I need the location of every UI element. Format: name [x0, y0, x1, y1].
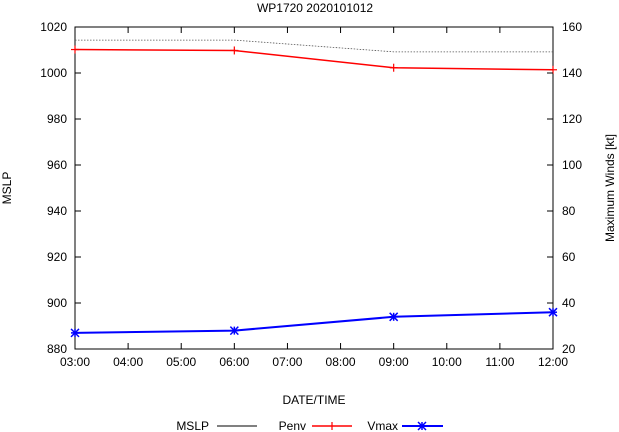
legend: MSLP Penv Vmax: [176, 419, 443, 432]
plot-area: [74, 26, 554, 350]
x-tick-label: 04:00: [113, 355, 143, 369]
marker-star-d2: [70, 328, 80, 338]
y-left-tick-label: 980: [47, 112, 67, 126]
series-line-penv: [74, 48, 554, 71]
x-tick-label: 07:00: [272, 355, 302, 369]
marker-star-d2: [389, 312, 399, 322]
y-left-tick-label: 920: [47, 250, 67, 264]
x-tick-label: 05:00: [166, 355, 196, 369]
x-tick-label: 12:00: [538, 355, 568, 369]
y-right-tick-label: 60: [562, 250, 576, 264]
y-right-tick-label: 100: [562, 158, 582, 172]
y-left-tick-label: 940: [47, 204, 67, 218]
y-left-tick-label: 1000: [40, 66, 67, 80]
tick-layer: 03:00 04:00 05:00 06:00 07:00 08:00 09:00 10:00…: [40, 20, 582, 369]
y-right-tick-label: 140: [562, 66, 582, 80]
series-line-vmax: [74, 311, 554, 334]
y-right-tick-label: 20: [562, 342, 576, 356]
y-axis-left-label: MSLP: [0, 172, 14, 205]
x-axis-label: DATE/TIME: [282, 393, 345, 407]
point-penv: [71, 45, 79, 54]
legend-marker-vmax-d2: [417, 421, 427, 431]
marker-star-d2: [229, 326, 239, 336]
point-vmax: [389, 312, 399, 322]
legend-label-vmax: Vmax: [367, 419, 398, 432]
y-left-tick-label: 960: [47, 158, 67, 172]
legend-label-mslp: MSLP: [176, 419, 209, 432]
point-vmax: [548, 307, 558, 317]
x-tick-label: 03:00: [60, 355, 90, 369]
y-left-tick-label: 880: [47, 342, 67, 356]
x-tick-label: 10:00: [432, 355, 462, 369]
x-tick-label: 06:00: [219, 355, 249, 369]
x-tick-label: 09:00: [379, 355, 409, 369]
legend-label-penv: Penv: [279, 419, 306, 432]
y-left-tick-label: 900: [47, 296, 67, 310]
x-tick-label: 11:00: [485, 355, 514, 369]
series-layer: [70, 39, 558, 338]
y-left-tick-label: 1020: [40, 20, 67, 34]
x-tick-label: 08:00: [326, 355, 356, 369]
y-right-tick-label: 40: [562, 296, 576, 310]
marker-star-d2: [548, 307, 558, 317]
point-vmax: [229, 326, 239, 336]
point-penv: [230, 46, 239, 55]
chart-title: WP1720 2020101012: [257, 1, 373, 15]
point-penv: [549, 65, 557, 74]
y-axis-right-label: Maximum Winds [kt]: [603, 134, 617, 242]
y-right-tick-label: 120: [562, 112, 582, 126]
point-vmax: [70, 328, 80, 338]
point-penv: [389, 63, 398, 72]
y-right-tick-label: 80: [562, 204, 576, 218]
plot-border: [74, 26, 554, 350]
y-right-tick-label: 160: [562, 20, 582, 34]
